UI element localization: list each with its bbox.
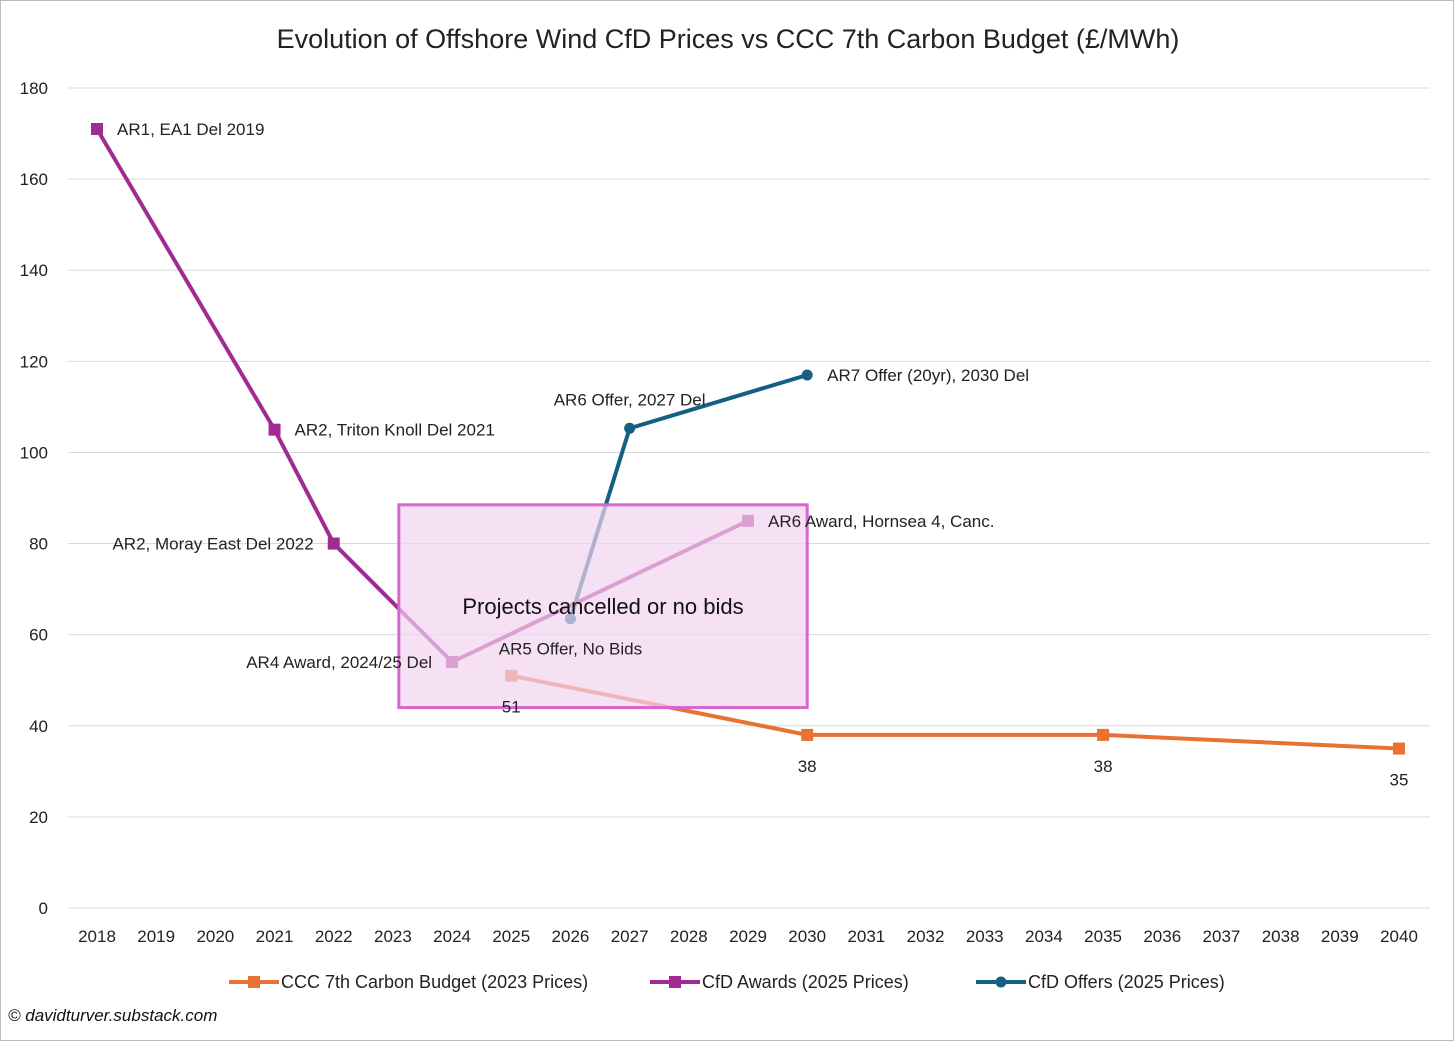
legend-label: CCC 7th Carbon Budget (2023 Prices)	[281, 972, 588, 992]
data-point-square	[91, 123, 103, 135]
data-label: 51	[502, 698, 521, 717]
x-tick-label: 2032	[907, 927, 945, 946]
x-tick-label: 2022	[315, 927, 353, 946]
data-point-square	[1097, 728, 1110, 741]
legend-item: CfD Offers (2025 Prices)	[976, 972, 1225, 992]
data-label: AR6 Offer, 2027 Del	[554, 390, 706, 409]
x-tick-label: 2039	[1321, 927, 1359, 946]
x-tick-label: 2040	[1380, 927, 1418, 946]
data-label: AR1, EA1 Del 2019	[117, 120, 264, 139]
y-tick-label: 160	[20, 170, 48, 189]
copyright-footer: © davidturver.substack.com	[8, 1006, 217, 1025]
y-tick-label: 20	[29, 808, 48, 827]
y-tick-label: 120	[20, 352, 48, 371]
y-tick-label: 60	[29, 626, 48, 645]
annotation-text: Projects cancelled or no bids	[462, 594, 743, 619]
x-tick-label: 2029	[729, 927, 767, 946]
chart-title: Evolution of Offshore Wind CfD Prices vs…	[277, 24, 1180, 54]
data-point-square	[327, 537, 340, 550]
data-label: 35	[1390, 771, 1409, 790]
annotation-box	[397, 503, 809, 710]
x-tick-label: 2031	[847, 927, 885, 946]
data-point-circle	[624, 422, 636, 434]
y-tick-label: 0	[39, 899, 48, 918]
x-tick-label: 2026	[552, 927, 590, 946]
data-point-square	[1393, 742, 1405, 755]
y-tick-label: 140	[20, 261, 48, 280]
legend-label: CfD Awards (2025 Prices)	[702, 972, 909, 992]
x-tick-label: 2025	[492, 927, 530, 946]
legend-item: CCC 7th Carbon Budget (2023 Prices)	[229, 972, 588, 992]
data-label: 38	[1094, 757, 1113, 776]
legend-marker	[248, 976, 260, 988]
data-label: AR4 Award, 2024/25 Del	[246, 653, 432, 672]
y-tick-label: 100	[20, 443, 48, 462]
x-tick-label: 2038	[1262, 927, 1300, 946]
x-tick-label: 2020	[196, 927, 234, 946]
legend-item: CfD Awards (2025 Prices)	[650, 972, 909, 992]
x-tick-label: 2021	[256, 927, 294, 946]
x-tick-label: 2036	[1143, 927, 1181, 946]
legend-label: CfD Offers (2025 Prices)	[1028, 972, 1225, 992]
x-tick-label: 2023	[374, 927, 412, 946]
x-tick-label: 2027	[611, 927, 649, 946]
data-label: AR5 Offer, No Bids	[499, 640, 642, 659]
x-tick-label: 2028	[670, 927, 708, 946]
x-tick-label: 2033	[966, 927, 1004, 946]
x-tick-label: 2030	[788, 927, 826, 946]
legend-marker	[669, 976, 681, 988]
data-point-square	[801, 728, 814, 741]
data-label: 38	[798, 757, 817, 776]
x-tick-label: 2035	[1084, 927, 1122, 946]
data-label: AR2, Moray East Del 2022	[112, 535, 313, 554]
data-label: AR7 Offer (20yr), 2030 Del	[827, 366, 1029, 385]
data-label: AR6 Award, Hornsea 4, Canc.	[768, 512, 994, 531]
data-label: AR2, Triton Knoll Del 2021	[295, 421, 495, 440]
y-tick-label: 40	[29, 717, 48, 736]
y-tick-label: 80	[29, 535, 48, 554]
x-tick-label: 2037	[1203, 927, 1241, 946]
x-tick-label: 2034	[1025, 927, 1063, 946]
y-tick-label: 180	[20, 79, 48, 98]
data-point-square	[268, 423, 281, 436]
x-tick-label: 2024	[433, 927, 471, 946]
x-tick-label: 2018	[78, 927, 116, 946]
legend-marker	[995, 976, 1007, 988]
x-tick-label: 2019	[137, 927, 175, 946]
data-point-circle	[801, 369, 813, 381]
